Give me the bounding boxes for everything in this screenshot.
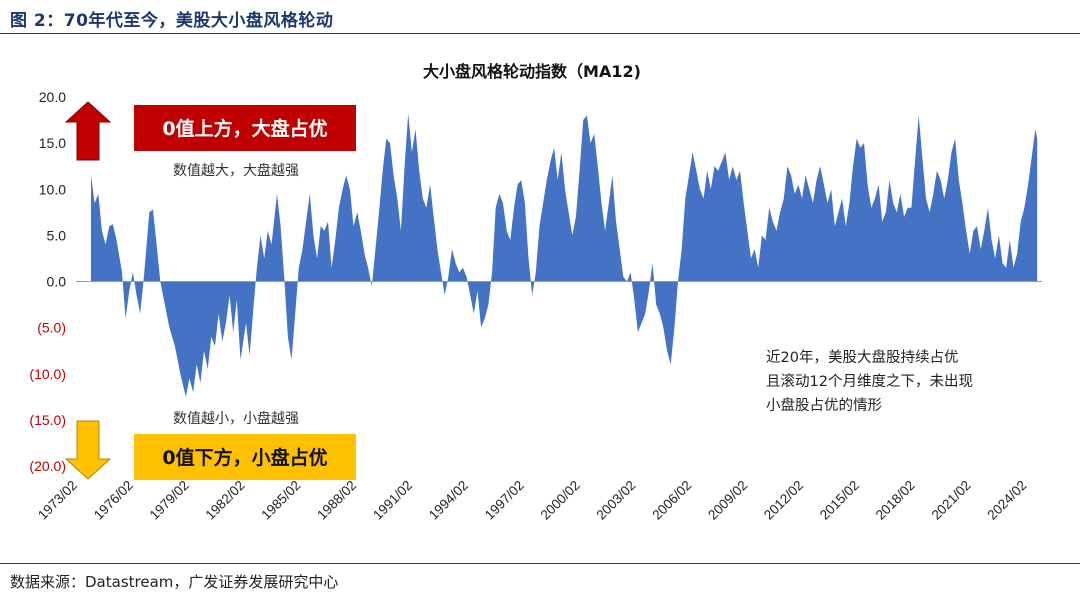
down-label-text: 0值下方，小盘占优	[162, 446, 327, 469]
x-tick-label: 1988/02	[314, 478, 359, 523]
x-tick-label: 2024/02	[984, 478, 1029, 523]
up-label-text: 0值上方，大盘占优	[162, 117, 327, 140]
note-line-1: 近20年，美股大盘股持续占优	[766, 348, 958, 366]
x-axis-ticks: 1973/02 1976/02 1979/02 1982/02 1985/02 1988/…	[35, 478, 1030, 523]
title-rule	[0, 33, 1080, 34]
y-tick-label: 20.0	[39, 89, 66, 105]
x-tick-label: 2006/02	[649, 478, 694, 523]
bottom-rule	[0, 563, 1080, 564]
x-tick-label: 1979/02	[147, 478, 192, 523]
figure-title: 图 2：70年代至今，美股大小盘风格轮动	[10, 11, 334, 31]
x-tick-label: 1982/02	[203, 478, 248, 523]
y-tick-label: (15.0)	[29, 412, 66, 428]
x-tick-label: 1985/02	[258, 478, 303, 523]
x-tick-label: 2018/02	[873, 478, 918, 523]
x-tick-label: 2000/02	[538, 478, 583, 523]
x-tick-label: 1973/02	[35, 478, 80, 523]
y-tick-label: 5.0	[47, 227, 67, 243]
down-note-text: 数值越小，小盘越强	[173, 410, 299, 427]
y-axis-ticks: 20.0 15.0 10.0 5.0 0.0 (5.0) (10.0) (15.0) (20.0…	[29, 89, 66, 474]
y-tick-label: (5.0)	[37, 320, 66, 336]
series-area	[91, 113, 1038, 397]
x-tick-label: 2012/02	[761, 478, 806, 523]
down-label-box	[134, 434, 356, 480]
x-tick-label: 1991/02	[370, 478, 415, 523]
y-tick-label: 15.0	[39, 135, 66, 151]
y-tick-label: (10.0)	[29, 366, 66, 382]
y-tick-label: 10.0	[39, 181, 66, 197]
note-line-3: 小盘股占优的情形	[766, 396, 882, 414]
x-tick-label: 2009/02	[705, 478, 750, 523]
up-note-text: 数值越大，大盘越强	[173, 162, 299, 179]
x-tick-label: 2003/02	[593, 478, 638, 523]
down-arrow-icon	[64, 420, 112, 480]
source-note: 数据来源：Datastream，广发证券发展研究中心	[10, 573, 339, 591]
note-line-2: 且滚动12个月维度之下，未出现	[766, 373, 973, 390]
up-arrow-icon	[64, 101, 112, 161]
y-tick-label: 0.0	[47, 274, 67, 290]
x-tick-label: 1976/02	[91, 478, 136, 523]
x-tick-label: 2015/02	[817, 478, 862, 523]
x-tick-label: 2021/02	[929, 478, 974, 523]
x-tick-label: 1994/02	[426, 478, 471, 523]
chart-title: 大小盘风格轮动指数（MA12)	[423, 62, 641, 81]
x-tick-label: 1997/02	[482, 478, 527, 523]
y-tick-label: (20.0)	[29, 458, 66, 474]
chart-area: 大小盘风格轮动指数（MA12) 20.0 15.0 10.0 5.0 0.0 (5.0) (…	[29, 62, 1042, 523]
up-label-box	[134, 105, 356, 151]
